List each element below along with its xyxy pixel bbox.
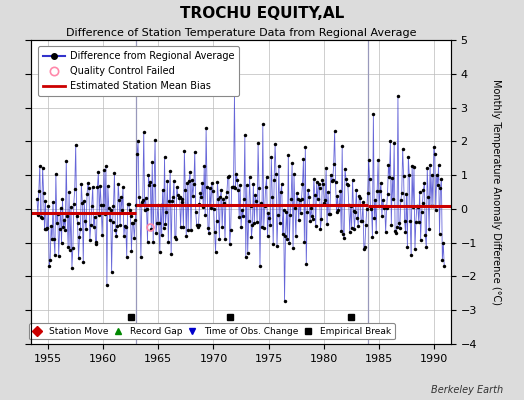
Legend: Station Move, Record Gap, Time of Obs. Change, Empirical Break: Station Move, Record Gap, Time of Obs. C… xyxy=(29,323,395,340)
Text: Berkeley Earth: Berkeley Earth xyxy=(431,385,503,395)
Y-axis label: Monthly Temperature Anomaly Difference (°C): Monthly Temperature Anomaly Difference (… xyxy=(491,79,501,305)
Title: Difference of Station Temperature Data from Regional Average: Difference of Station Temperature Data f… xyxy=(66,28,416,38)
Text: TROCHU EQUITY,AL: TROCHU EQUITY,AL xyxy=(180,6,344,21)
